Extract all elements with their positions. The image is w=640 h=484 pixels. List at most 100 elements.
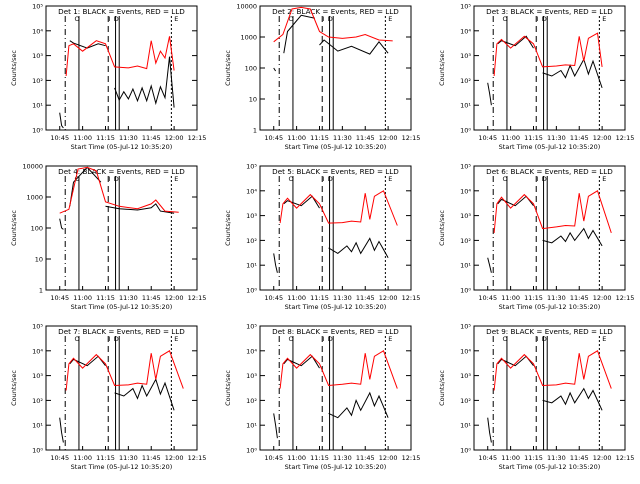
time-marker-label: O (74, 335, 79, 343)
x-tick-label: 11:30 (119, 294, 138, 302)
x-tick-label: 12:15 (402, 454, 421, 462)
x-tick-label: 11:45 (356, 134, 375, 142)
x-tick-label: 12:15 (188, 454, 207, 462)
x-tick-label: 11:30 (119, 134, 138, 142)
time-marker-label: O (288, 15, 293, 23)
time-marker-label: I (322, 175, 324, 183)
events-series-line (328, 391, 389, 419)
events-series-line (497, 195, 534, 207)
x-tick-label: 10:45 (478, 134, 497, 142)
x-tick-label: 12:15 (616, 294, 635, 302)
time-marker-label: E (602, 15, 606, 23)
x-tick-label: 10:45 (50, 134, 69, 142)
time-marker-label: O (502, 335, 507, 343)
time-marker-label: I (322, 335, 324, 343)
x-tick-label: 10:45 (478, 454, 497, 462)
events-series-line (69, 166, 102, 207)
events-series-line (283, 14, 316, 54)
panel-title: Det 1: BLACK = Events, RED = LLD (58, 7, 185, 16)
y-axis-label: Counts/sec (10, 50, 18, 86)
time-marker-label: E (174, 175, 178, 183)
x-tick-label: 11:45 (356, 454, 375, 462)
x-tick-label: 10:45 (264, 134, 283, 142)
x-tick-label: 11:15 (96, 454, 115, 462)
time-marker-label: I (536, 335, 538, 343)
y-tick-label: 10¹ (32, 422, 43, 430)
y-axis-label: Counts/sec (10, 370, 18, 406)
time-marker-label: D (328, 175, 333, 183)
y-axis-label: Counts/sec (224, 50, 232, 86)
events-series-line (283, 355, 320, 369)
x-tick-label: 11:00 (73, 294, 92, 302)
y-axis-label: Counts/sec (438, 50, 446, 86)
y-tick-label: 1000 (240, 34, 257, 42)
x-tick-label: 11:30 (333, 134, 352, 142)
y-tick-label: 10² (460, 237, 471, 245)
plot-frame (473, 325, 626, 451)
time-marker-label: D (114, 15, 119, 23)
y-tick-label: 10¹ (32, 102, 43, 110)
x-tick-label: 12:15 (188, 294, 207, 302)
x-tick-label: 11:45 (142, 294, 161, 302)
plot-frame (259, 5, 412, 131)
y-tick-label: 100 (245, 65, 257, 73)
time-marker-label: O (502, 175, 507, 183)
y-tick-label: 10² (460, 397, 471, 405)
lld-series-line (493, 350, 612, 391)
time-marker-label: D (542, 15, 547, 23)
y-tick-label: 10² (32, 77, 43, 85)
time-marker-label: I (108, 335, 110, 343)
x-tick-label: 12:15 (616, 454, 635, 462)
x-tick-label: 11:15 (524, 134, 543, 142)
time-marker-label: I (536, 15, 538, 23)
x-tick-label: 10:45 (478, 294, 497, 302)
time-marker-label: I (536, 175, 538, 183)
x-axis-label: Start Time (05-Jul-12 10:35:20) (285, 143, 387, 151)
events-series-line (273, 413, 278, 439)
y-tick-label: 10⁰ (246, 447, 257, 455)
x-tick-label: 12:15 (402, 134, 421, 142)
events-series-line (59, 417, 64, 443)
x-tick-label: 12:00 (379, 134, 398, 142)
x-tick-label: 11:00 (287, 294, 306, 302)
y-tick-label: 10⁴ (32, 347, 43, 355)
lld-series-line (273, 6, 393, 43)
x-tick-label: 11:45 (142, 134, 161, 142)
x-tick-label: 11:00 (501, 294, 520, 302)
x-tick-label: 12:00 (379, 294, 398, 302)
events-series-line (497, 355, 534, 367)
panel-title: Det 6: BLACK = Events, RED = LLD (486, 167, 613, 176)
y-tick-label: 1 (253, 127, 257, 135)
lld-series-line (493, 190, 612, 234)
y-axis-label: Counts/sec (224, 210, 232, 246)
events-series-line (59, 112, 64, 129)
y-tick-label: 10⁴ (32, 27, 43, 35)
y-tick-label: 1 (39, 287, 43, 295)
time-marker-label: I (108, 15, 110, 23)
time-marker-label: O (74, 15, 79, 23)
x-tick-label: 11:45 (356, 294, 375, 302)
x-tick-label: 11:30 (119, 454, 138, 462)
y-tick-label: 10¹ (460, 422, 471, 430)
y-tick-label: 100 (31, 225, 43, 233)
time-marker-label: O (288, 175, 293, 183)
y-tick-label: 10³ (32, 372, 43, 380)
x-tick-label: 11:15 (310, 134, 329, 142)
x-tick-label: 11:45 (570, 134, 589, 142)
x-tick-label: 12:00 (593, 134, 612, 142)
x-tick-label: 11:30 (547, 134, 566, 142)
y-tick-label: 10⁰ (460, 127, 471, 135)
panel-title: Det 2: BLACK = Events, RED = LLD (272, 7, 399, 16)
events-series-line (105, 203, 175, 214)
events-series-line (273, 67, 277, 72)
time-marker-label: I (108, 175, 110, 183)
x-tick-label: 11:00 (287, 454, 306, 462)
y-tick-label: 10⁰ (32, 447, 43, 455)
y-tick-label: 10³ (246, 372, 257, 380)
y-tick-label: 10¹ (246, 262, 257, 270)
y-tick-label: 10⁴ (246, 347, 257, 355)
x-tick-label: 11:00 (287, 134, 306, 142)
panel-title: Det 4: BLACK = Events, RED = LLD (58, 167, 185, 176)
